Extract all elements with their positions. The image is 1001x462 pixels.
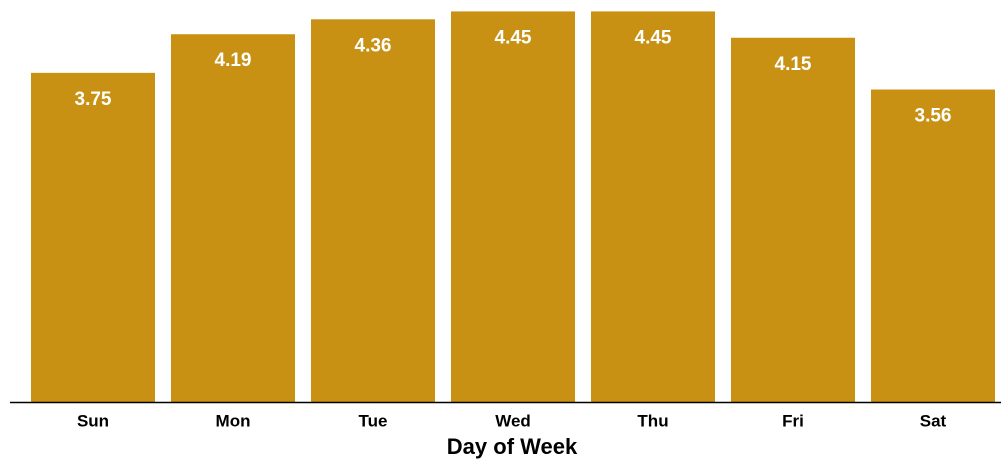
x-tick-label: Wed <box>495 411 531 430</box>
bar <box>731 37 855 402</box>
bar <box>871 89 995 402</box>
x-tick-label: Thu <box>637 411 668 430</box>
bar <box>591 11 715 402</box>
x-tick-label: Tue <box>359 411 388 430</box>
x-axis-title: Day of Week <box>447 434 578 459</box>
bar <box>171 34 295 402</box>
bar <box>451 11 575 402</box>
value-label: 3.56 <box>915 106 952 127</box>
value-label: 4.15 <box>775 54 812 75</box>
value-label: 4.36 <box>355 35 392 56</box>
value-label: 4.45 <box>495 27 532 48</box>
x-tick-label: Fri <box>782 411 804 430</box>
value-label: 4.19 <box>215 50 252 71</box>
x-tick-label: Sun <box>77 411 109 430</box>
x-tick-label: Sat <box>920 411 947 430</box>
x-tick-label: Mon <box>216 411 251 430</box>
value-label: 3.75 <box>75 89 112 110</box>
bar <box>31 72 155 402</box>
value-label: 4.45 <box>635 27 672 48</box>
bar <box>311 19 435 402</box>
